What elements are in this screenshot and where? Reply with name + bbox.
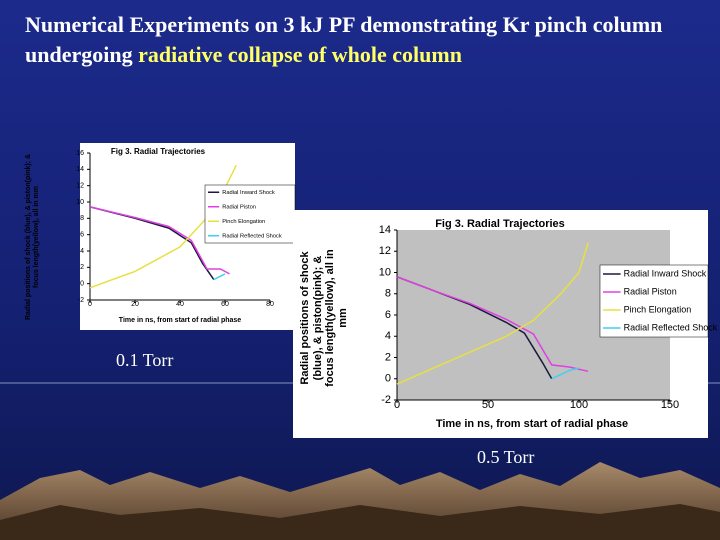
- legend-label: Radial Reflected Shock: [222, 233, 282, 239]
- legend-box: [599, 264, 709, 338]
- y-axis-label: Radial positions of shock (blue), & pist…: [299, 249, 349, 387]
- y-tick-label: 2: [385, 351, 391, 363]
- legend-label: Radial Inward Shock: [624, 268, 707, 278]
- series-line: [213, 273, 226, 281]
- x-tick-label: 50: [482, 399, 494, 411]
- y-tick-label: -2: [381, 394, 391, 406]
- y-tick-label: -2: [78, 297, 84, 304]
- legend-label: Pinch Elongation: [222, 219, 265, 225]
- y-tick-label: 4: [385, 330, 391, 342]
- charts: Fig 3. Radial Trajectories-2024681012141…: [76, 143, 718, 438]
- title-highlight: radiative collapse of whole column: [138, 42, 462, 67]
- legend-label: Radial Piston: [624, 286, 677, 296]
- y-axis-label: Radial positions of shock (blue), & pist…: [25, 153, 41, 321]
- y-tick-label: 0: [80, 281, 84, 288]
- legend-label: Radial Reflected Shock: [624, 322, 718, 332]
- chart-title: Fig 3. Radial Trajectories: [111, 147, 206, 156]
- y-tick-label: 4: [80, 248, 84, 255]
- y-tick-label: 6: [80, 232, 84, 239]
- x-axis-label: Time in ns, from start of radial phase: [436, 418, 628, 430]
- y-tick-label: 6: [385, 309, 391, 321]
- legend-label: Pinch Elongation: [624, 304, 692, 314]
- series-line: [396, 242, 589, 385]
- y-tick-label: 10: [379, 266, 391, 278]
- y-tick-label: 10: [76, 199, 84, 206]
- title-text: Numerical Experiments on 3 kJ PF demonst…: [25, 12, 663, 67]
- y-tick-label: 0: [385, 373, 391, 385]
- caption: 0.5 Torr: [477, 447, 535, 467]
- x-tick-label: 150: [661, 399, 679, 411]
- y-tick-label: 14: [76, 166, 84, 173]
- x-tick-label: 0: [88, 301, 92, 308]
- legend-label: Radial Piston: [222, 204, 256, 210]
- y-tick-label: 14: [379, 224, 391, 236]
- series-line: [89, 206, 230, 275]
- y-tick-label: 16: [76, 150, 84, 157]
- series-line: [396, 276, 589, 373]
- x-tick-label: 80: [266, 301, 274, 308]
- y-tick-label: 2: [80, 264, 84, 271]
- chart-title: Fig 3. Radial Trajectories: [435, 218, 565, 230]
- x-tick-label: 0: [394, 399, 400, 411]
- caption: 0.1 Torr: [116, 350, 174, 370]
- x-tick-label: 60: [221, 301, 229, 308]
- x-axis-label: Time in ns, from start of radial phase: [119, 317, 242, 324]
- y-tick-label: 8: [385, 288, 391, 300]
- foothills: [0, 504, 720, 540]
- series-line: [551, 367, 580, 380]
- y-tick-label: 12: [76, 183, 84, 190]
- y-tick-label: 12: [379, 245, 391, 257]
- x-tick-label: 100: [570, 399, 588, 411]
- slide-title: Numerical Experiments on 3 kJ PF demonst…: [25, 10, 690, 70]
- y-tick-label: 8: [80, 215, 84, 222]
- x-tick-label: 20: [131, 301, 139, 308]
- legend-box: [204, 184, 296, 244]
- legend-label: Radial Inward Shock: [222, 190, 275, 196]
- x-tick-label: 40: [176, 301, 184, 308]
